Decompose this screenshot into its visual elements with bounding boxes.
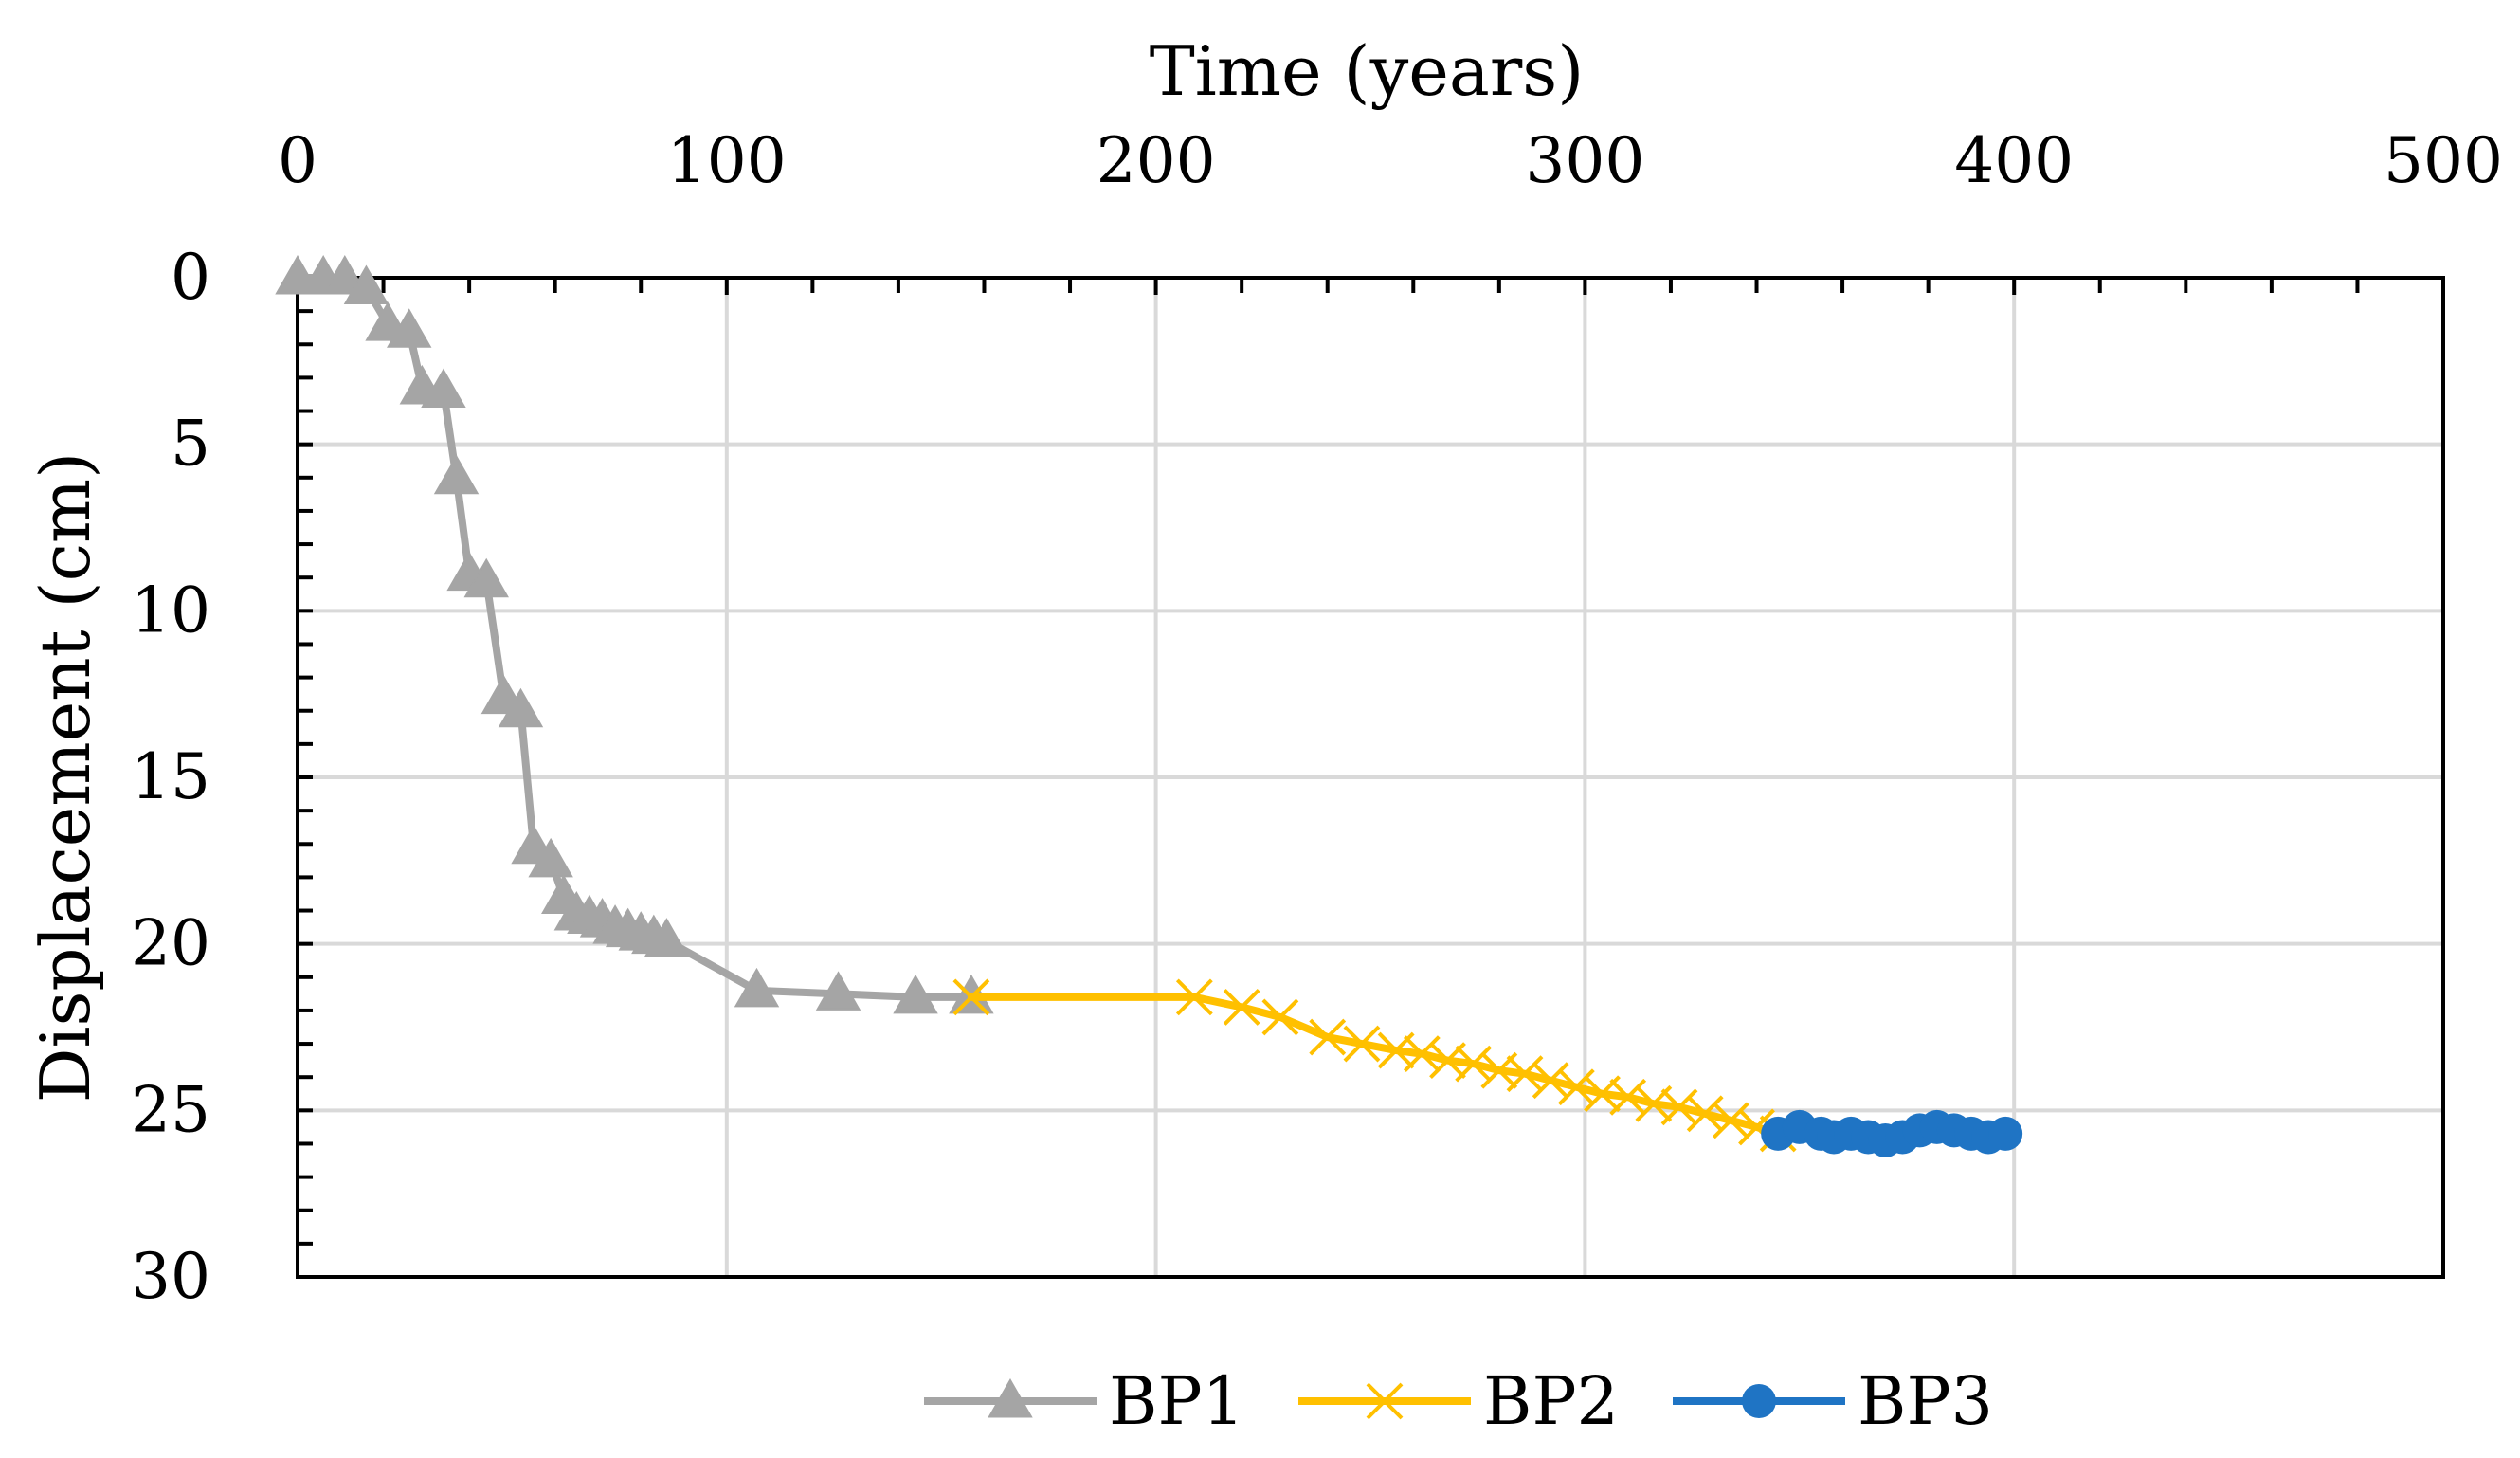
data-point-bp1 [893,974,938,1014]
legend-label: BP2 [1483,1362,1619,1440]
data-point-bp2 [1532,1062,1569,1100]
data-point-bp2 [1455,1045,1493,1083]
x-tick-label: 500 [2384,124,2503,197]
y-axis-title: Displacement (cm) [26,452,105,1103]
data-point-bp2 [1506,1055,1544,1093]
data-point-bp2 [1686,1095,1724,1133]
y-tick-label: 20 [131,907,210,980]
series-bp3 [1761,1109,2023,1157]
data-point-bp2 [1175,978,1213,1016]
data-point-bp1 [734,967,780,1008]
y-tick-label: 15 [131,740,210,813]
data-point-bp2 [1309,1018,1347,1056]
data-point-bp2 [1403,1035,1441,1073]
data-point-bp1 [815,971,861,1011]
legend-marker [1366,1382,1404,1420]
y-tick-label: 0 [171,241,210,314]
data-point-bp2 [1343,1025,1381,1063]
data-point-bp1 [387,308,432,348]
data-point-bp3 [1988,1116,2023,1151]
data-point-bp1 [322,254,368,295]
data-point-bp2 [1261,998,1299,1036]
series-line-bp2 [967,993,1783,1138]
data-point-bp1 [463,557,509,598]
data-point-bp2 [1223,989,1260,1026]
y-tick-label: 5 [171,408,210,481]
legend: BP1 BP2 BP3 [924,1362,1993,1440]
legend-marker [1742,1384,1776,1418]
legend-label: BP1 [1109,1362,1244,1440]
data-point-bp1 [421,368,466,408]
legend-marker [988,1377,1033,1418]
series-bp2 [952,978,1797,1153]
y-tick-label: 30 [131,1240,210,1313]
data-point-bp2 [1557,1068,1595,1106]
x-tick-label: 300 [1525,124,1644,197]
data-point-bp1 [343,264,390,305]
y-tick-label: 25 [131,1073,210,1146]
tick-labels: 0 100 200 300 400 500 0 5 10 15 20 25 30 [131,124,2503,1313]
series-bp1 [275,254,994,1014]
legend-item-bp3: BP3 [1673,1362,1993,1440]
x-tick-label: 100 [667,124,787,197]
data-point-bp2 [1712,1102,1749,1139]
legend-item-bp2: BP2 [1298,1362,1619,1440]
data-point-bp2 [1660,1088,1698,1126]
series-line-bp1 [294,274,975,1001]
data-point-bp1 [644,918,690,957]
data-point-bp1 [433,454,480,495]
x-tick-label: 400 [1954,124,2074,197]
data-point-bp1 [528,837,573,878]
legend-item-bp1: BP1 [924,1362,1244,1440]
x-tick-label: 200 [1097,124,1216,197]
data-point-bp1 [498,687,544,728]
grid [298,278,2443,1277]
series [275,254,2023,1157]
legend-label: BP3 [1858,1362,1993,1440]
data-point-bp2 [952,978,990,1016]
y-tick-label: 10 [131,574,210,647]
x-tick-label: 0 [278,124,317,197]
data-point-bp2 [1609,1078,1647,1116]
x-axis-title: Time (years) [1150,31,1585,111]
